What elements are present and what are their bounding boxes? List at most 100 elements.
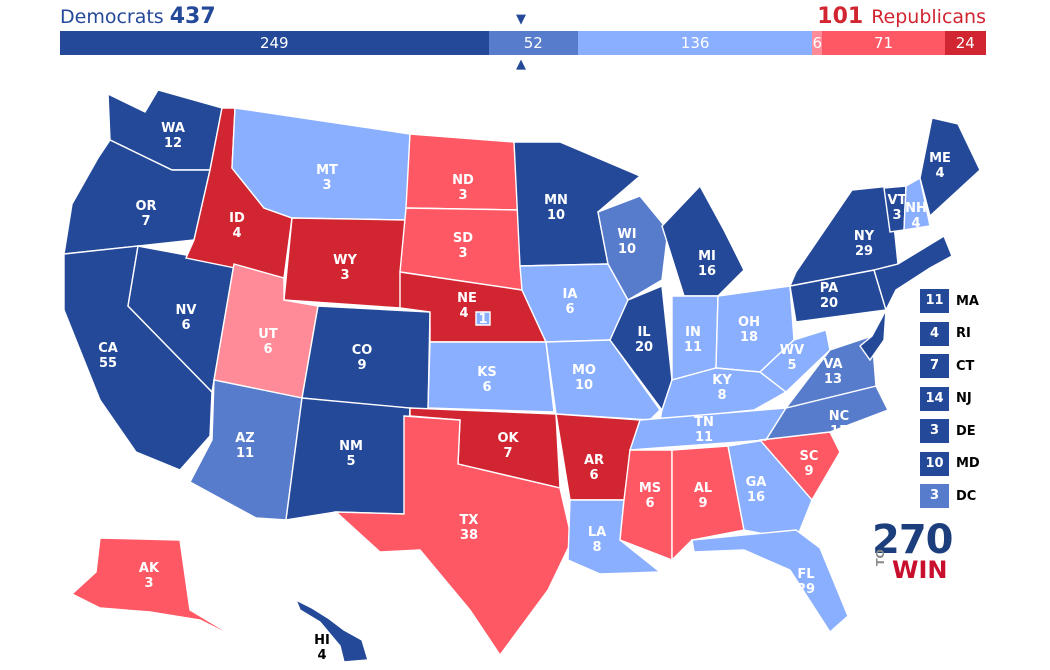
legend-state-label: DC	[956, 488, 977, 504]
state-abbr-az: AZ	[235, 431, 255, 446]
state-ev-pa: 20	[820, 296, 838, 311]
republicans-ev-count: 101	[817, 4, 864, 29]
bar-segment[interactable]: 24	[944, 31, 986, 55]
state-abbr-tx: TX	[460, 513, 479, 528]
state-abbr-pa: PA	[820, 281, 838, 296]
state-abbr-mi: MI	[698, 249, 716, 264]
democrats-label: Democrats	[60, 6, 164, 28]
state-ev-sd: 3	[458, 246, 467, 261]
state-ne-district[interactable]	[475, 311, 491, 326]
legend-row-nj[interactable]: 14 NJ	[920, 386, 972, 412]
legend-row-ri[interactable]: 4 RI	[920, 321, 971, 347]
democrats-total: Democrats 437	[60, 4, 216, 29]
state-al[interactable]	[671, 445, 745, 562]
legend-ev-box[interactable]: 11	[920, 289, 949, 313]
legend-row-dc[interactable]: 3 DC	[920, 483, 976, 509]
state-ev-il: 20	[635, 340, 653, 355]
legend-ev-box[interactable]: 4	[920, 321, 949, 346]
state-abbr-wa: WA	[161, 121, 185, 136]
state-mo[interactable]	[545, 339, 661, 421]
state-ev-ne: 4	[459, 306, 468, 321]
legend-state-label: DE	[956, 423, 976, 439]
state-abbr-mo: MO	[572, 363, 596, 378]
state-ev-sc: 9	[804, 464, 813, 479]
state-abbr-fl: FL	[797, 567, 814, 582]
state-abbr-mt: MT	[316, 163, 338, 178]
legend-state-label: NJ	[956, 391, 972, 406]
electoral-vote-bar: 249 52 136 6 71 24	[60, 31, 986, 55]
legend-ev-box[interactable]: 7	[920, 354, 949, 378]
state-ev-ar: 6	[589, 468, 598, 483]
state-ev-ks: 6	[482, 380, 491, 395]
state-wi[interactable]	[597, 195, 669, 301]
legend-state-label: MD	[956, 456, 980, 471]
state-tx[interactable]	[334, 415, 573, 657]
state-mi[interactable]	[661, 184, 745, 297]
state-abbr-nc: NC	[829, 409, 849, 424]
state-ms[interactable]	[619, 449, 673, 562]
legend-ev-box[interactable]: 10	[920, 451, 949, 476]
state-ev-nd: 3	[458, 188, 467, 203]
state-wv[interactable]	[758, 329, 831, 393]
triangle-down-icon: ▼	[516, 12, 526, 27]
legend-ev-box[interactable]: 14	[920, 386, 949, 411]
state-abbr-sd: SD	[453, 231, 473, 246]
bar-segment[interactable]: 136	[578, 31, 813, 55]
state-abbr-hi: HI	[314, 633, 330, 648]
republicans-total: 101 Republicans	[817, 4, 986, 29]
legend-state-label: RI	[956, 326, 971, 341]
legend-row-md[interactable]: 10 MD	[920, 451, 980, 477]
270-to-win-logo: 270 TO WIN	[872, 517, 953, 584]
state-ks[interactable]	[427, 341, 555, 413]
state-ev-or: 7	[141, 214, 150, 229]
democrats-ev-count: 437	[169, 4, 216, 29]
state-ev-tn: 11	[695, 430, 713, 445]
state-abbr-il: IL	[637, 325, 650, 340]
state-ev-ok: 7	[503, 446, 512, 461]
state-ev-wy: 3	[340, 268, 349, 283]
state-ev-ut: 6	[263, 342, 272, 357]
legend-row-ct[interactable]: 7 CT	[920, 353, 974, 379]
state-abbr-tn: TN	[694, 415, 714, 430]
state-ev-tx: 38	[460, 528, 478, 543]
bar-segment[interactable]: 249	[60, 31, 489, 55]
state-abbr-wy: WY	[333, 253, 357, 268]
bar-segment[interactable]: 52	[488, 31, 579, 55]
state-ev-wa: 12	[164, 136, 182, 151]
state-ev-mn: 10	[547, 208, 565, 223]
state-abbr-ky: KY	[712, 373, 732, 388]
state-abbr-la: LA	[588, 525, 606, 540]
state-ev-mt: 3	[322, 178, 331, 193]
state-ev-al: 9	[698, 496, 707, 511]
state-ga[interactable]	[727, 439, 813, 541]
bar-segment[interactable]: 71	[822, 31, 945, 55]
legend-row-ma[interactable]: 11 MA	[920, 288, 979, 314]
state-ev-hi: 4	[317, 648, 326, 663]
state-abbr-wi: WI	[617, 227, 636, 242]
state-abbr-ms: MS	[639, 481, 661, 496]
state-ev-wv: 5	[787, 358, 796, 373]
state-me[interactable]	[919, 117, 981, 218]
legend-ev-box[interactable]: 3	[920, 419, 949, 443]
state-abbr-ks: KS	[477, 365, 496, 380]
state-ak[interactable]	[70, 537, 241, 641]
state-abbr-va: VA	[823, 357, 842, 372]
state-ev-ga: 16	[747, 490, 765, 505]
legend-row-de[interactable]: 3 DE	[920, 418, 976, 444]
state-ev-fl: 29	[797, 582, 815, 597]
bar-segment[interactable]: 6	[812, 31, 823, 55]
state-ev-mo: 10	[575, 378, 593, 393]
state-abbr-ia: IA	[563, 287, 578, 302]
state-ev-nm: 5	[346, 454, 355, 469]
state-abbr-ok: OK	[497, 431, 519, 446]
state-ev-id: 4	[232, 226, 241, 241]
state-nh[interactable]	[903, 176, 931, 231]
state-hi[interactable]	[294, 598, 369, 663]
state-fl[interactable]	[691, 529, 849, 634]
state-ev-wi: 10	[618, 242, 636, 257]
state-abbr-vt: VT	[888, 193, 907, 208]
state-abbr-co: CO	[352, 343, 373, 358]
state-abbr-or: OR	[135, 199, 156, 214]
legend-ev-box[interactable]: 3	[920, 484, 949, 508]
state-abbr-al: AL	[694, 481, 712, 496]
